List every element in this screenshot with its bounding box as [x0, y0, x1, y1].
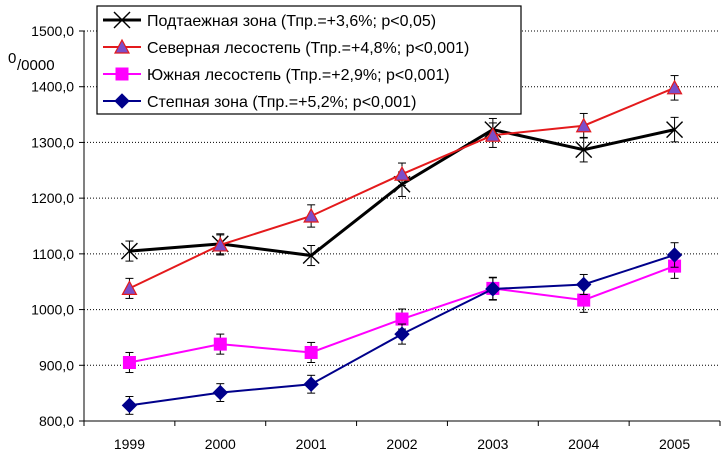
x-tick-label: 2002 [386, 436, 417, 452]
series-2 [121, 75, 683, 299]
legend-marker [114, 93, 130, 109]
data-point [304, 345, 318, 359]
y-tick-label: 1400,0 [31, 79, 74, 95]
x-tick-label: 2004 [568, 436, 599, 452]
legend-entry: Южная лесостепь (Тпр.=+2,9%; p<0,001) [103, 67, 450, 84]
x-tick-labels: 1999 2000 2001 2002 2003 2004 2005 [114, 436, 691, 452]
x-tick-label: 1999 [114, 436, 145, 452]
data-point [213, 337, 227, 351]
legend-label: Подтаежная зона (Тпр.=+3,6%; p<0,05) [147, 13, 436, 30]
data-point [576, 276, 592, 293]
data-point [485, 281, 501, 297]
legend-label: Степная зона (Тпр.=+5,2%; p<0,001) [147, 94, 416, 111]
y-tick-label: 1300,0 [31, 134, 74, 150]
x-tick-label: 2005 [659, 436, 690, 452]
x-tick-label: 2003 [477, 436, 508, 452]
y-unit-sup: 0 [8, 50, 16, 67]
series-group [120, 75, 684, 415]
x-tick-label: 2000 [205, 436, 236, 452]
axes [79, 30, 721, 426]
data-point [302, 247, 320, 265]
data-point [395, 312, 409, 326]
series-1 [120, 116, 684, 267]
data-point [303, 207, 320, 223]
data-point [120, 242, 138, 260]
y-tick-label: 800,0 [39, 413, 74, 429]
data-point [575, 141, 593, 159]
data-point [575, 117, 592, 133]
data-point [212, 384, 228, 401]
data-point [393, 165, 411, 181]
y-tick-labels: 800,0 900,0 1000,0 1100,0 1200,0 1300,0 1400,0… [31, 23, 74, 429]
data-point [577, 293, 591, 307]
legend-label: Северная лесостепь (Тпр.=+4,8%; p<0,001) [147, 40, 469, 57]
legend-marker [115, 67, 129, 81]
data-point [122, 356, 136, 369]
x-tick-label: 2001 [296, 436, 327, 452]
series-4 [121, 242, 683, 415]
data-point [484, 126, 501, 142]
data-point [666, 79, 683, 95]
legend-marker [113, 11, 131, 29]
series-3 [122, 253, 682, 374]
data-point [666, 247, 683, 263]
y-tick-label: 1200,0 [31, 190, 74, 206]
data-point [394, 326, 410, 342]
y-tick-label: 1100,0 [32, 246, 74, 262]
y-tick-label: 900,0 [39, 357, 74, 373]
data-point [121, 397, 138, 414]
data-point [121, 280, 138, 295]
legend-entry: Северная лесостепь (Тпр.=+4,8%; p<0,001) [103, 38, 469, 57]
data-point [666, 121, 684, 139]
legend-box [96, 5, 522, 115]
y-unit-sub: /0000 [17, 57, 55, 74]
data-point [212, 236, 229, 252]
data-point [303, 376, 319, 392]
legend-entry: Подтаежная зона (Тпр.=+3,6%; p<0,05) [103, 11, 436, 30]
legend-label: Южная лесостепь (Тпр.=+2,9%; p<0,001) [147, 67, 450, 84]
legend-marker [113, 38, 131, 54]
y-tick-label: 1500,0 [31, 23, 74, 39]
y-axis-unit: 0 /0000 [8, 50, 55, 74]
legend: Подтаежная зона (Тпр.=+3,6%; p<0,05) Севе… [96, 5, 522, 115]
y-tick-label: 1000,0 [31, 302, 74, 318]
legend-entry: Степная зона (Тпр.=+5,2%; p<0,001) [103, 93, 416, 111]
